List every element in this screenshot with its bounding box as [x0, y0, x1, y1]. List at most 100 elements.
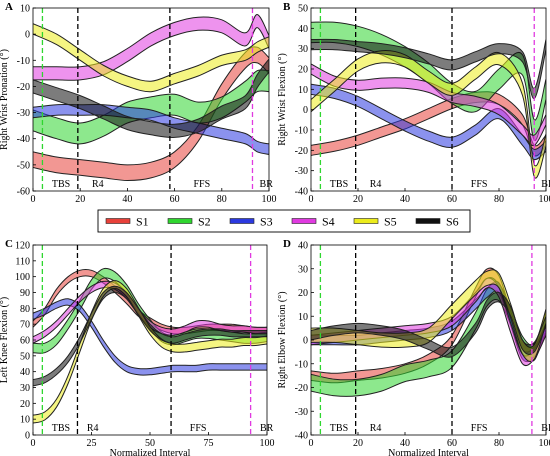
phase-label: TBS	[52, 423, 70, 434]
band-s2	[311, 282, 546, 397]
legend-swatch-s4	[291, 218, 317, 224]
axes-frame	[32, 7, 270, 192]
phase-label: FFS	[190, 423, 207, 434]
x-tick-label: 80	[217, 194, 227, 205]
y-tick-label: 40	[20, 367, 30, 378]
band-upper-s6	[311, 291, 546, 349]
x-tick-label: 80	[494, 194, 504, 205]
x-axis-label: Normalized Interval	[110, 448, 191, 456]
x-tick-label: 40	[400, 194, 410, 205]
panel-letter: B	[283, 1, 291, 13]
x-tick-label: 20	[75, 194, 85, 205]
y-tick-label: 110	[15, 256, 30, 267]
y-tick-label: 10	[298, 85, 308, 96]
band-s4	[33, 14, 269, 81]
band-lower-s1	[33, 61, 269, 182]
panel-d: TBSR4FFSBR020406080100-40-30-20-10010203…	[277, 238, 550, 456]
panel-letter: C	[5, 238, 13, 250]
panel-b: TBSR4FFSBR020406080100-40-30-20-10010203…	[277, 1, 550, 205]
y-tick-label: -40	[295, 187, 308, 198]
band-s1	[311, 91, 546, 157]
x-tick-label: 100	[539, 194, 550, 205]
band-s6	[311, 39, 546, 99]
y-tick-label: 20	[20, 399, 30, 410]
y-tick-label: -10	[295, 359, 308, 370]
band-lower-s5	[33, 287, 267, 424]
phase-label: TBS	[52, 179, 70, 190]
x-axis-label: Normalized Interval	[388, 448, 469, 456]
phase-label: R4	[370, 179, 382, 190]
phase-label: TBS	[330, 423, 348, 434]
phase-label: R4	[370, 423, 382, 434]
band-lower-s5	[311, 283, 546, 363]
y-tick-label: 10	[298, 312, 308, 323]
y-tick-label: 90	[20, 288, 30, 299]
panel-c: TBS R4 FFS BR0 25 50 75 10001020304050607080901…	[0, 238, 275, 456]
band-s6	[33, 59, 269, 138]
legend-frame	[97, 209, 471, 233]
x-tick-label: 60	[170, 194, 180, 205]
plot-area	[33, 267, 267, 424]
y-tick-label: -30	[17, 108, 30, 119]
legend-label-s5: S5	[384, 215, 397, 229]
x-tick-label: 75	[204, 438, 214, 449]
y-tick-label: -30	[295, 407, 308, 418]
panel-letter: D	[283, 238, 291, 250]
y-tick-label: -60	[17, 187, 30, 198]
band-s3	[33, 298, 267, 376]
band-s4	[311, 278, 546, 366]
legend-swatch-s3	[229, 218, 255, 224]
y-tick-label: -30	[295, 166, 308, 177]
panel-letter: A	[5, 1, 13, 13]
legend-swatch-s6	[415, 218, 441, 224]
band-upper-s1	[311, 91, 546, 147]
legend: S1 S2 S3 S4 S5 S6	[97, 209, 471, 233]
y-tick-label: 120	[15, 241, 30, 252]
phase-label: TBS	[330, 179, 348, 190]
plot-area	[33, 14, 269, 182]
phase-label: R4	[92, 179, 104, 190]
phase-label: BR	[260, 179, 274, 190]
x-tick-label: 100	[260, 438, 275, 449]
y-tick-label: 50	[20, 351, 30, 362]
y-tick-label: 10	[20, 4, 30, 15]
band-upper-s2	[311, 282, 546, 381]
y-tick-label: 60	[20, 336, 30, 347]
band-lower-s6	[311, 301, 546, 358]
y-tick-label: 100	[15, 272, 30, 283]
legend-swatch-s5	[353, 218, 379, 224]
x-tick-label: 40	[122, 194, 132, 205]
band-s2	[33, 69, 269, 144]
y-axis-label: Right Wrist Pronation (°)	[0, 49, 10, 150]
y-tick-label: -10	[17, 56, 30, 67]
phase-label: FFS	[471, 179, 488, 190]
y-tick-label: 0	[25, 30, 30, 41]
band-s3	[311, 84, 546, 160]
y-tick-label: 40	[298, 24, 308, 35]
legend-swatch-s1	[105, 218, 131, 224]
band-s5	[311, 50, 546, 179]
legend-label-s3: S3	[260, 215, 273, 229]
y-tick-label: 30	[298, 264, 308, 275]
x-tick-label: 0	[31, 194, 36, 205]
x-tick-label: 25	[87, 438, 97, 449]
y-axis-label: Left Knee Flexion (°)	[0, 297, 10, 383]
y-tick-label: 20	[298, 65, 308, 76]
x-tick-label: 80	[494, 438, 504, 449]
phase-label: R4	[87, 423, 99, 434]
phase-label: FFS	[471, 423, 488, 434]
y-tick-label: 0	[25, 431, 30, 442]
x-tick-label: 100	[262, 194, 277, 205]
band-upper-s4	[33, 280, 267, 338]
y-tick-label: 80	[20, 304, 30, 315]
y-tick-label: -20	[295, 146, 308, 157]
band-upper-s5	[311, 50, 546, 167]
y-tick-label: 50	[298, 4, 308, 15]
x-tick-label: 0	[309, 194, 314, 205]
y-tick-label: -40	[295, 431, 308, 442]
legend-label-s2: S2	[198, 215, 211, 229]
y-tick-label: 20	[298, 288, 308, 299]
plot-area	[311, 21, 546, 179]
x-tick-label: 50	[145, 438, 155, 449]
